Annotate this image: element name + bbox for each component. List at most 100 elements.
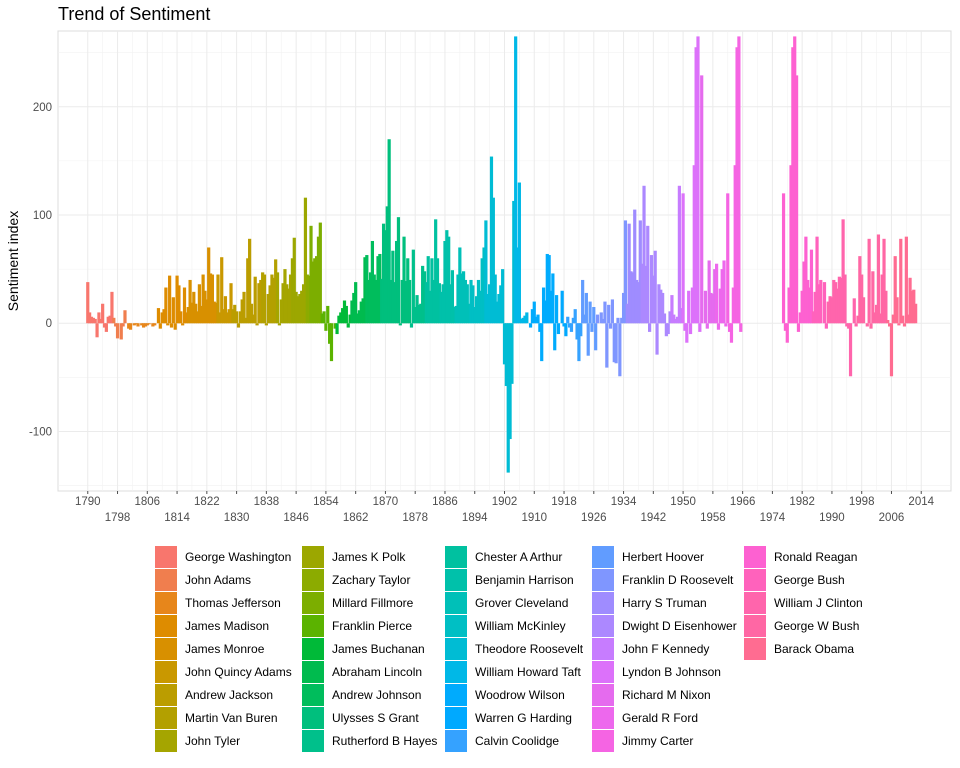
bar — [623, 220, 628, 324]
bar — [489, 156, 494, 324]
bar — [819, 279, 823, 324]
bar — [648, 323, 652, 332]
x-tick-label: 1934 — [611, 496, 637, 508]
bar — [151, 323, 155, 327]
legend-swatch — [445, 592, 467, 614]
bar — [716, 323, 721, 330]
bar — [370, 240, 375, 324]
bar — [696, 36, 700, 324]
bar — [837, 276, 841, 324]
bar — [590, 323, 594, 332]
bar — [640, 263, 644, 324]
x-tick-label: 2014 — [908, 496, 934, 508]
bar — [162, 309, 166, 324]
bar — [538, 323, 542, 332]
bar — [802, 261, 806, 324]
legend-label: Harry S Truman — [622, 596, 707, 610]
bar — [551, 273, 555, 324]
bar — [783, 323, 788, 331]
bar — [408, 279, 412, 324]
bar — [822, 282, 827, 324]
bar — [510, 323, 514, 384]
bar — [86, 282, 90, 324]
bar — [815, 236, 819, 324]
legend-swatch — [445, 569, 467, 591]
bar — [603, 301, 607, 324]
y-tick-label: 200 — [33, 102, 52, 114]
bar — [216, 274, 220, 324]
legend-swatch — [445, 707, 467, 729]
legend-swatch — [592, 684, 614, 706]
bar — [728, 323, 732, 332]
bar — [238, 311, 242, 324]
bar — [288, 274, 293, 324]
bar — [268, 285, 272, 324]
bar — [858, 256, 862, 324]
bar — [476, 279, 481, 324]
legend-swatch — [445, 546, 467, 568]
legend-item: Zachary Taylor — [302, 569, 410, 591]
x-tick-label: 1870 — [373, 496, 399, 508]
legend-item: Dwight D Eisenhower — [592, 615, 737, 637]
legend-swatch — [445, 661, 467, 683]
legend-item: Andrew Jackson — [155, 684, 273, 706]
bar — [175, 275, 179, 324]
bar — [582, 314, 587, 324]
bar — [441, 284, 445, 324]
bar — [826, 301, 830, 324]
bar — [445, 230, 449, 324]
bar — [499, 285, 503, 324]
bar — [344, 305, 348, 324]
bar — [677, 185, 681, 324]
bar — [301, 284, 306, 324]
bar — [88, 312, 92, 324]
bar — [534, 316, 538, 324]
legend-swatch — [744, 569, 766, 591]
legend-label: William Howard Taft — [475, 665, 581, 679]
bar — [592, 307, 596, 324]
x-tick-label: 1830 — [224, 512, 250, 524]
bar — [367, 279, 371, 324]
bar — [547, 255, 551, 324]
bar — [177, 285, 181, 324]
bar — [688, 323, 693, 335]
bar — [240, 299, 244, 324]
bar — [914, 303, 918, 324]
bar — [642, 185, 646, 324]
bar — [599, 312, 603, 324]
bar — [141, 323, 146, 328]
bar — [521, 317, 525, 324]
bar — [145, 323, 149, 326]
bar — [486, 294, 490, 324]
legend-item: Benjamin Harrison — [445, 569, 574, 591]
bar — [566, 316, 570, 324]
bar — [205, 299, 209, 324]
legend-item: Richard M Nixon — [592, 684, 711, 706]
x-tick-label: 1838 — [254, 496, 280, 508]
legend-swatch — [592, 546, 614, 568]
bar — [610, 299, 614, 324]
legend-label: George W Bush — [774, 619, 859, 633]
legend-swatch — [155, 615, 177, 637]
bar — [136, 323, 140, 327]
bar — [385, 206, 389, 324]
x-tick-label: 1862 — [343, 512, 369, 524]
bar — [495, 301, 499, 324]
bar — [616, 317, 620, 324]
legend-item: James Madison — [155, 615, 269, 637]
bar — [659, 289, 663, 324]
bar — [309, 225, 313, 324]
bar — [895, 297, 899, 324]
legend-swatch — [592, 615, 614, 637]
x-tick-label: 1926 — [581, 512, 607, 524]
bar — [634, 279, 639, 324]
bar — [817, 284, 821, 324]
bar — [320, 313, 324, 324]
bar — [517, 182, 521, 324]
bar — [474, 296, 479, 324]
legend-swatch — [155, 730, 177, 752]
legend-label: Chester A Arthur — [475, 550, 562, 564]
bar — [906, 314, 910, 324]
bar — [886, 319, 890, 324]
